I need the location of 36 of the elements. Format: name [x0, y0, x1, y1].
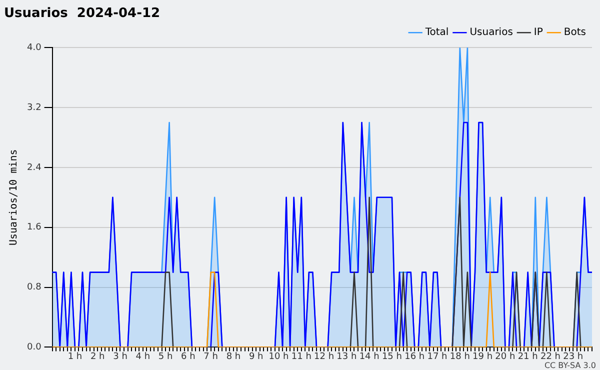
legend-label: Usuarios	[470, 27, 513, 38]
x-tick-label: 7 h	[204, 352, 218, 362]
x-tick-label: 15 h	[382, 352, 402, 362]
legend-label: Bots	[564, 27, 586, 38]
x-tick-label: 3 h	[113, 352, 128, 362]
x-tick-label: 18 h	[450, 352, 470, 362]
x-tick-label: 22 h	[540, 352, 560, 362]
x-tick-label: 1 h	[68, 352, 82, 362]
x-tick-label: 6 h	[181, 352, 196, 362]
x-tick-label: 10 h	[268, 352, 289, 362]
x-tick-label: 2 h	[90, 352, 105, 362]
legend-label: IP	[534, 27, 543, 38]
text: CC BY-SA 3.0	[544, 361, 596, 370]
x-tick-label: 11 h	[291, 352, 312, 362]
x-tick-label: 19 h	[472, 352, 493, 362]
y-tick-label: 2.4	[26, 162, 42, 173]
x-tick-label: 23 h	[563, 352, 584, 362]
y-axis-title: Usuarios/10 mins	[8, 149, 20, 246]
x-tick-label: 13 h	[336, 352, 357, 362]
x-tick-label: 12 h	[314, 352, 334, 362]
x-tick-label: 21 h	[518, 352, 538, 362]
x-tick-label: 9 h	[248, 352, 264, 362]
y-tick-label: 0.0	[26, 342, 42, 353]
chart-title: Usuarios 2024-04-12	[4, 6, 160, 22]
legend-label: Total	[424, 27, 449, 38]
x-tick-label: 4 h	[136, 352, 150, 362]
x-tick-label: 8 h	[226, 352, 241, 362]
x-tick-label: 5 h	[158, 352, 173, 362]
x-tick-label: 20 h	[495, 352, 516, 362]
x-tick-label: 14 h	[359, 352, 380, 362]
y-tick-label: 4.0	[26, 42, 42, 53]
x-tick-label: 16 h	[404, 352, 425, 362]
y-tick-label: 3.2	[26, 102, 42, 113]
y-tick-label: 1.6	[26, 222, 42, 233]
x-tick-label: 17 h	[427, 352, 448, 362]
y-tick-label: 0.8	[26, 282, 42, 293]
